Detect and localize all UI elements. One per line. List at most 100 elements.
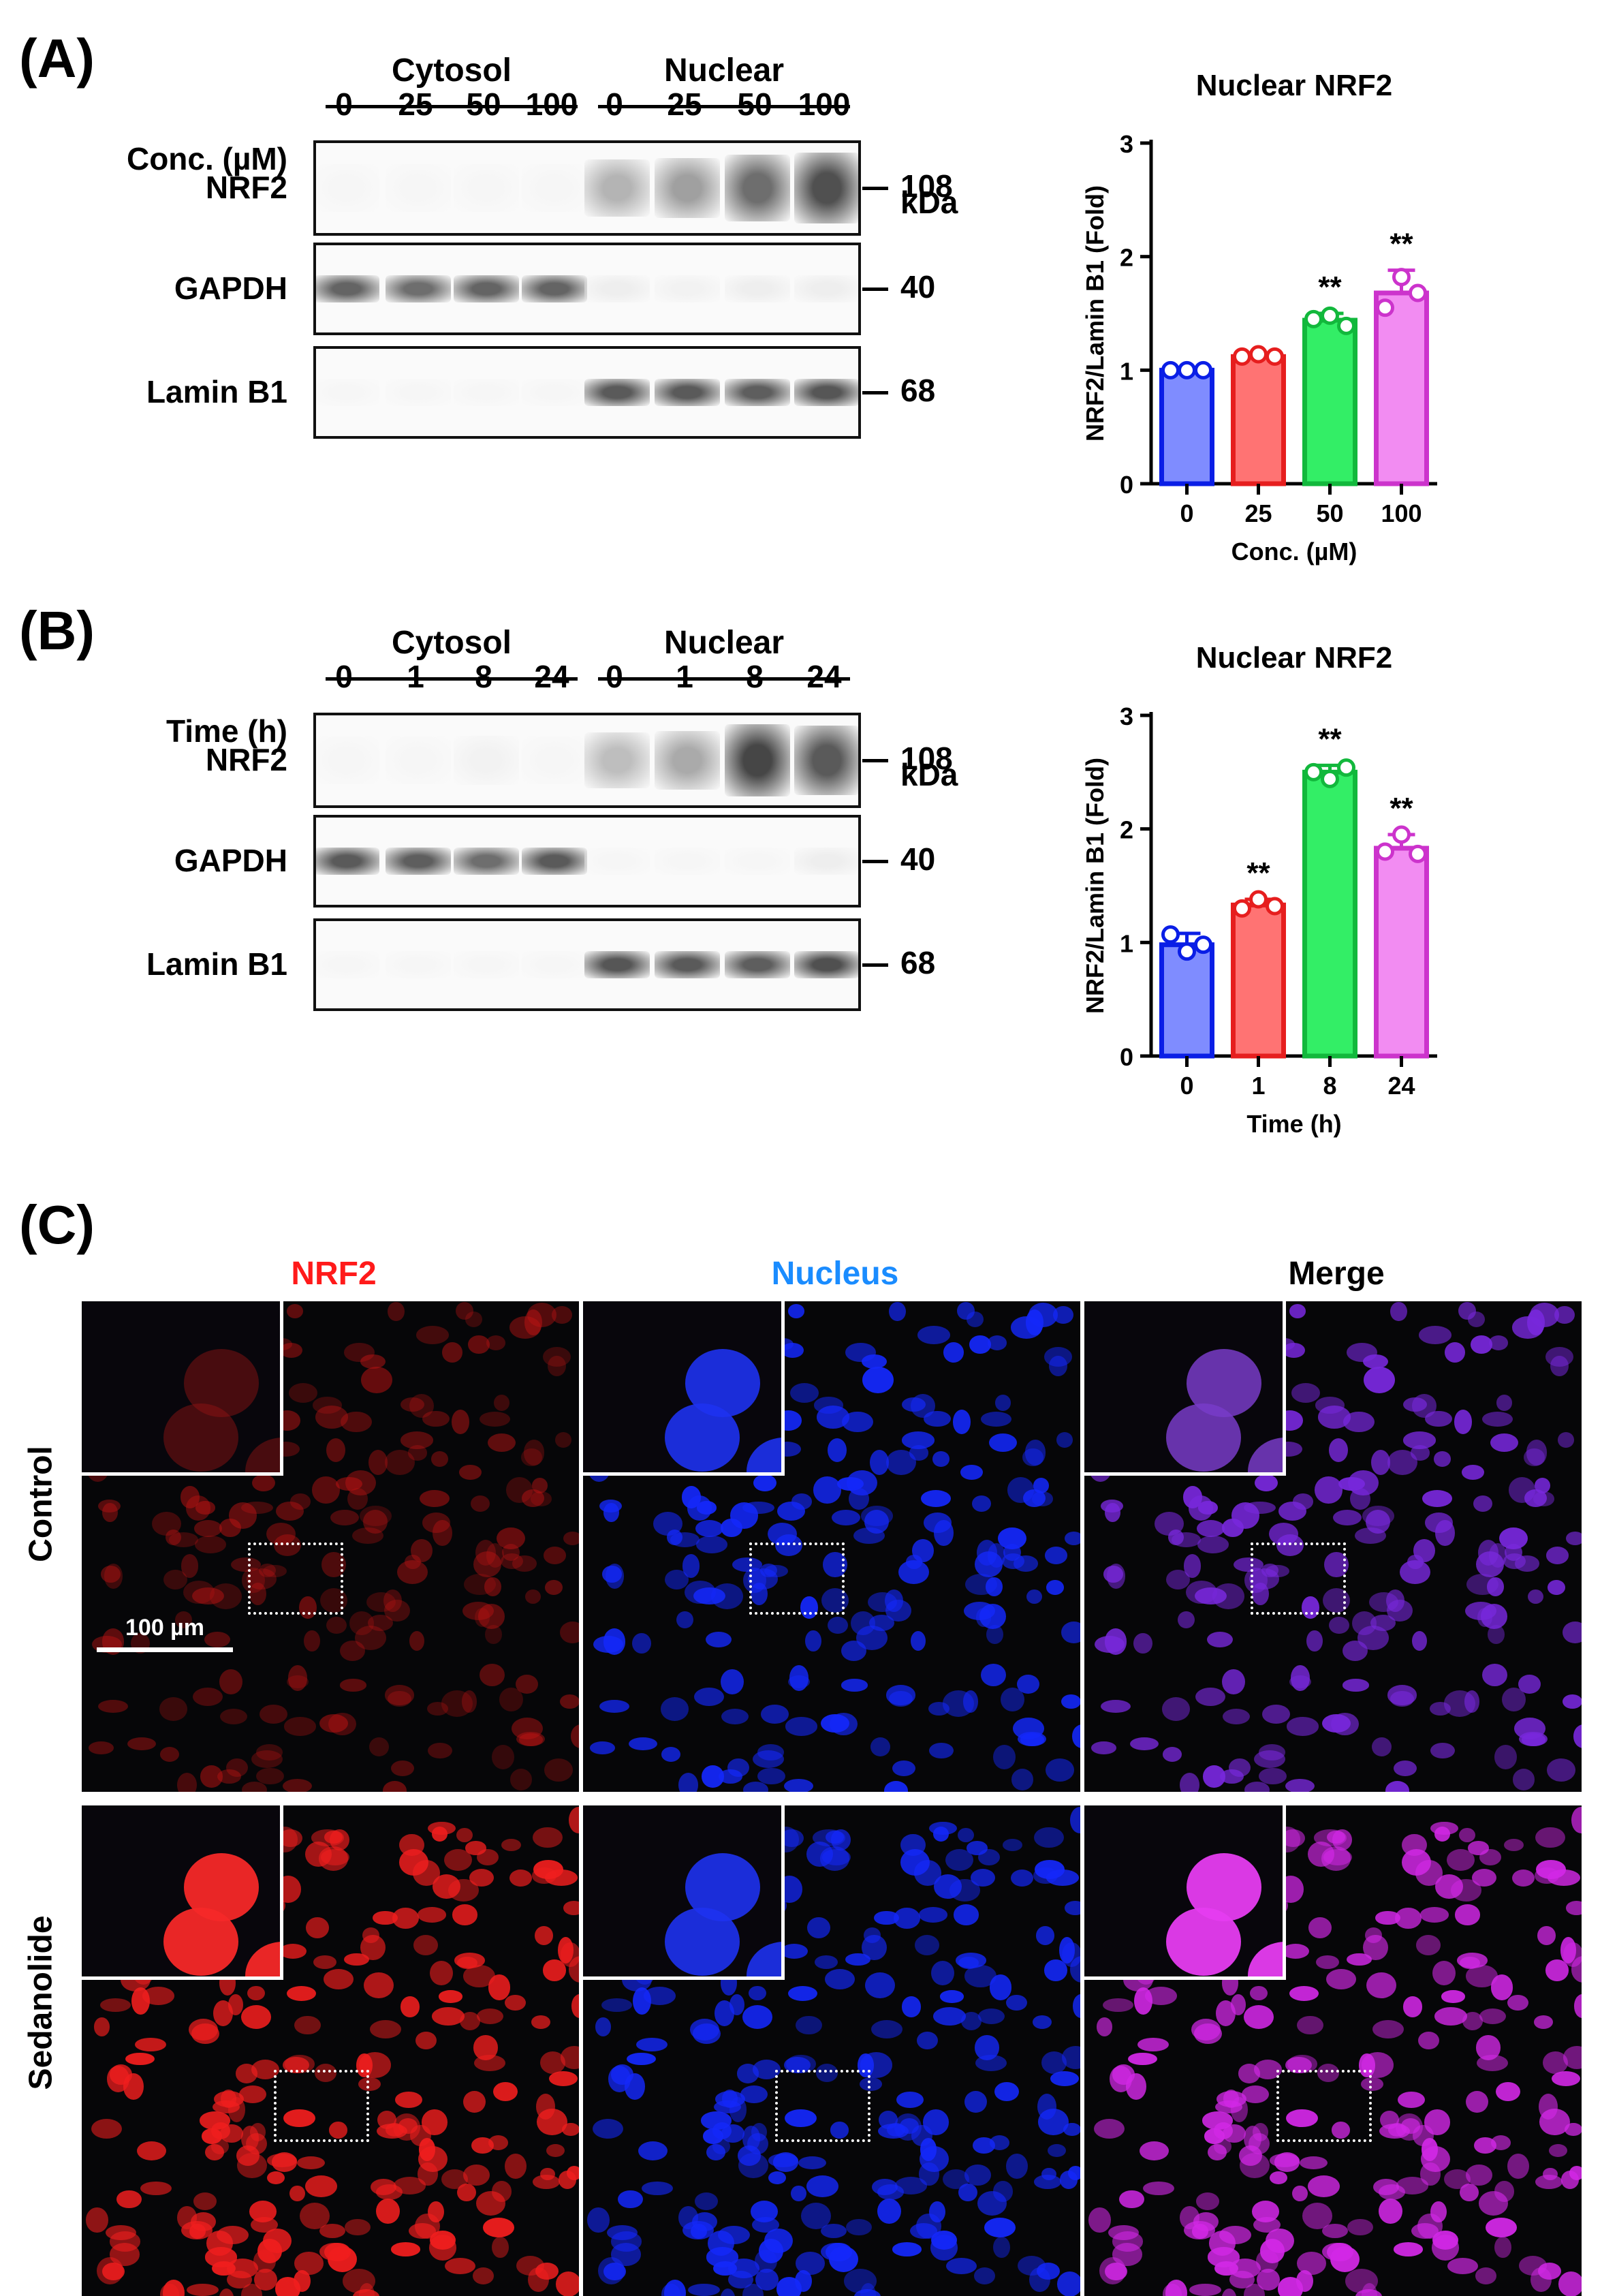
blot-strip xyxy=(313,918,861,1011)
blot-band xyxy=(454,951,519,978)
blot-band xyxy=(522,275,587,302)
inset-cell xyxy=(665,1403,740,1472)
cell xyxy=(427,1742,452,1759)
cell xyxy=(678,1772,699,1792)
cell xyxy=(1119,2190,1144,2209)
cell xyxy=(501,1553,524,1570)
cell xyxy=(1244,1781,1270,1792)
region-of-interest-box xyxy=(274,2070,369,2142)
blot-band xyxy=(584,848,650,875)
cell xyxy=(1307,2175,1340,2198)
cell xyxy=(1357,1625,1390,1650)
cell xyxy=(1281,1944,1309,1959)
cell xyxy=(931,1960,955,1985)
cell xyxy=(545,1580,563,1596)
y-axis-label: NRF2/Lamin B1 (Fold) xyxy=(1081,185,1109,441)
cell xyxy=(518,1733,544,1747)
cell xyxy=(1308,1917,1332,1938)
cell xyxy=(1486,1577,1504,1596)
cell xyxy=(360,1934,386,1961)
column-header-nucleus: Nucleus xyxy=(771,1256,899,1292)
x-tick-label: 24 xyxy=(1387,1072,1415,1100)
blot-band xyxy=(454,275,519,302)
cell xyxy=(433,1874,461,1899)
cell xyxy=(1378,2184,1405,2200)
cell xyxy=(1366,1509,1390,1534)
data-point xyxy=(1249,890,1268,909)
cell xyxy=(213,2000,233,2027)
cell xyxy=(524,1589,541,1604)
cell xyxy=(368,1737,389,1757)
cell xyxy=(497,1527,525,1549)
cell xyxy=(1514,1717,1546,1740)
cell xyxy=(219,2288,235,2296)
cell xyxy=(757,1767,785,1785)
panel-a-label: (A) xyxy=(19,28,95,89)
cell xyxy=(970,1868,995,1887)
cell xyxy=(1400,1560,1431,1585)
blot-strip xyxy=(313,713,861,808)
data-point xyxy=(1376,298,1394,317)
zoom-inset xyxy=(1084,1805,1286,1980)
cell xyxy=(1473,1495,1492,1512)
blot-strip xyxy=(313,140,861,236)
cell xyxy=(375,2184,403,2200)
cell xyxy=(1402,1996,1423,2017)
lane-label: 1 xyxy=(676,659,693,694)
cell xyxy=(242,1781,268,1792)
panel-b-label: (B) xyxy=(19,600,95,661)
kda-marker-tick xyxy=(862,963,888,967)
cell xyxy=(240,2004,272,2030)
cell xyxy=(1105,1502,1120,1522)
cell xyxy=(390,1760,414,1777)
panel-a-bar-chart: Nuclear NRF2 0 1 2 3 NRF2/Lamin B1 (Fold) 0 25 *… xyxy=(1081,69,1437,565)
cell xyxy=(1536,1860,1566,1879)
blot-strip xyxy=(313,243,861,335)
cell xyxy=(1315,1476,1343,1504)
cell xyxy=(1193,2212,1219,2231)
panel-b-nuclear-line xyxy=(598,677,850,681)
cell xyxy=(1206,1631,1233,1648)
lane-label: 50 xyxy=(466,87,501,122)
cell xyxy=(1548,1580,1565,1596)
cell xyxy=(893,1907,920,1929)
cell xyxy=(1259,1767,1287,1785)
cell xyxy=(1167,1529,1184,1545)
region-of-interest-box xyxy=(749,1542,845,1615)
cell xyxy=(441,1690,473,1717)
cell xyxy=(256,1744,283,1760)
blot-strip xyxy=(313,346,861,439)
cell xyxy=(1266,1564,1290,1577)
cell xyxy=(373,1910,398,1925)
cell xyxy=(397,1560,428,1585)
cell xyxy=(1250,1986,1268,2001)
cell xyxy=(1430,1701,1451,1716)
cell xyxy=(319,2224,345,2239)
cell xyxy=(1342,1679,1370,1692)
cell xyxy=(236,2145,260,2166)
y-tick-label: 2 xyxy=(1120,244,1133,272)
cell xyxy=(304,1630,320,1652)
blot-band xyxy=(584,159,650,217)
cell xyxy=(587,2207,610,2233)
cell xyxy=(516,1731,545,1747)
cell xyxy=(706,2143,726,2160)
blot-band xyxy=(655,951,720,978)
cell xyxy=(870,2019,902,2038)
cell xyxy=(1441,1990,1465,2003)
data-point xyxy=(1321,306,1339,325)
cell xyxy=(911,1538,934,1562)
cell xyxy=(1447,2257,1478,2274)
data-point xyxy=(1194,360,1212,379)
cell xyxy=(987,1335,1007,1350)
cell xyxy=(714,2000,734,2027)
cell xyxy=(299,1596,317,1619)
cell xyxy=(774,1534,802,1556)
cell xyxy=(205,2143,225,2160)
cell xyxy=(1347,2218,1373,2235)
cell xyxy=(390,2242,420,2256)
cell xyxy=(862,1367,894,1394)
cell xyxy=(329,1829,350,1850)
cell xyxy=(1565,1532,1582,1546)
cell xyxy=(433,1520,452,1547)
